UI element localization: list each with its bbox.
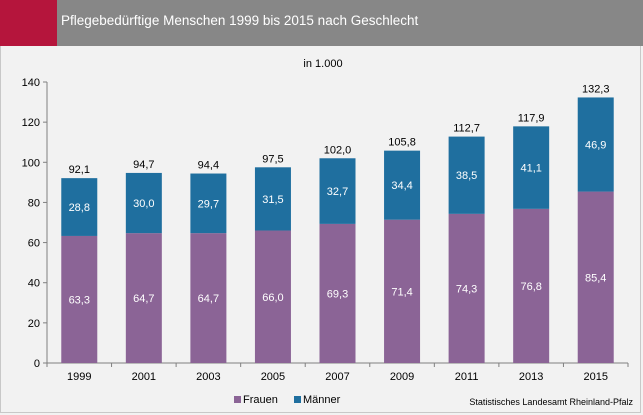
y-tick-label: 20 [28,318,40,330]
legend-swatch-maenner [294,396,301,403]
data-label-maenner: 34,4 [391,180,412,192]
data-label-total: 105,8 [388,137,416,149]
y-tick-label: 80 [28,197,40,209]
bar-segment-frauen [448,213,485,363]
data-label-frauen: 74,3 [456,283,477,295]
data-label-maenner: 32,7 [327,186,348,198]
bar-segment-maenner [125,172,162,234]
data-label-maenner: 38,5 [456,170,477,182]
data-label-total: 92,1 [69,164,90,176]
data-label-frauen: 76,8 [520,281,541,293]
data-label-maenner: 30,0 [133,198,154,210]
bar-segment-frauen [254,230,291,363]
bar-segment-frauen [384,219,421,363]
x-tick-label: 2015 [583,371,607,383]
x-tick-label: 2009 [390,371,414,383]
bar-segment-maenner [513,126,550,209]
header-accent-block [0,0,57,46]
bar-segment-maenner [319,158,356,224]
x-tick-label: 2007 [325,371,349,383]
legend-label-maenner: Männer [303,394,341,406]
y-tick-label: 0 [34,358,40,370]
data-label-total: 97,5 [262,153,283,165]
x-tick-label: 2011 [455,371,479,383]
bar-segment-frauen [190,233,227,363]
data-label-total: 132,3 [582,83,610,95]
x-tick-label: 2005 [261,371,285,383]
data-label-maenner: 31,5 [262,194,283,206]
legend-label-frauen: Frauen [243,394,278,406]
legend-swatch-frauen [234,396,241,403]
data-label-frauen: 66,0 [262,292,283,304]
data-label-frauen: 69,3 [327,288,348,300]
chart-subtitle: in 1.000 [303,58,342,70]
data-label-total: 94,7 [133,159,154,171]
bar-segment-maenner [190,173,227,234]
data-label-frauen: 64,7 [133,293,154,305]
data-label-maenner: 29,7 [198,198,219,210]
bar-segment-maenner [448,136,485,214]
data-label-total: 117,9 [518,112,545,124]
source-note: Statistisches Landesamt Rheinland-Pfalz [469,397,633,407]
data-label-frauen: 64,7 [198,293,219,305]
y-tick-label: 100 [22,157,40,169]
y-tick-label: 140 [22,77,40,89]
bar-segment-maenner [577,97,614,192]
data-label-frauen: 71,4 [391,286,412,298]
x-tick-label: 2001 [132,371,156,383]
data-label-total: 102,0 [324,144,352,156]
x-tick-label: 1999 [67,371,91,383]
bar-segment-maenner [384,150,421,220]
x-tick-label: 2003 [196,371,220,383]
bar-segment-maenner [254,167,291,231]
data-label-maenner: 41,1 [520,163,541,175]
data-label-frauen: 85,4 [585,272,606,284]
data-label-total: 94,4 [198,160,219,172]
chart-title: Pflegebedürftige Menschen 1999 bis 2015 … [61,13,419,28]
chart-title-bar: Pflegebedürftige Menschen 1999 bis 2015 … [57,0,643,46]
bar-segment-frauen [319,223,356,363]
chart-frame [0,46,641,413]
x-tick-label: 2013 [519,371,543,383]
bar-segment-frauen [577,191,614,363]
y-tick-label: 120 [22,117,40,129]
data-label-maenner: 46,9 [585,140,606,152]
data-label-total: 112,7 [453,123,480,135]
data-label-frauen: 63,3 [69,294,90,306]
bar-segment-maenner [61,178,98,236]
y-tick-label: 40 [28,278,40,290]
bar-segment-frauen [125,233,162,363]
bar-segment-frauen [61,235,98,363]
y-tick-label: 60 [28,238,40,250]
data-label-maenner: 28,8 [69,202,90,214]
bar-segment-frauen [513,208,550,363]
